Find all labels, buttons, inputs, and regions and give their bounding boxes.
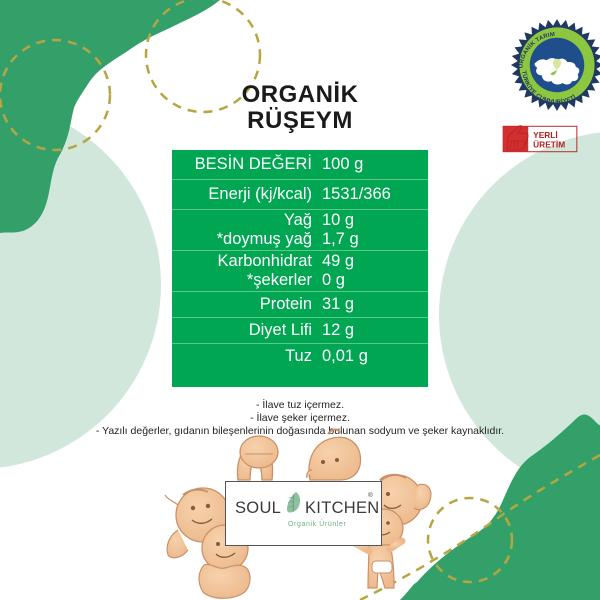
svg-text:®: ®: [368, 491, 373, 499]
svg-text:SOUL: SOUL: [235, 499, 281, 517]
svg-text:KITCHEN: KITCHEN: [305, 499, 380, 517]
svg-text:Organik Ürünler: Organik Ürünler: [288, 520, 346, 528]
